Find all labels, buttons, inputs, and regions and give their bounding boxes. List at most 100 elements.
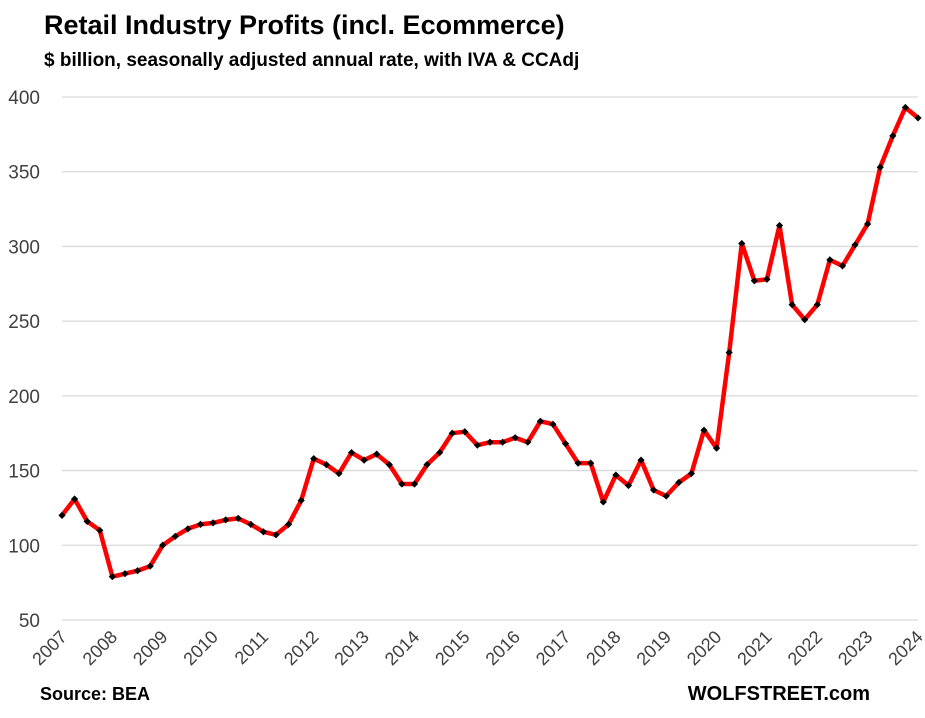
x-axis-tick-labels: 2007 2008 2009 2010 2011 2012 2013 2014 2015 2016… [28, 627, 925, 669]
y-tick-label: 200 [8, 387, 40, 408]
x-tick-label: 2019 [633, 627, 675, 669]
gridlines [62, 96, 918, 621]
y-axis-tick-labels: 50 100 150 200 250 300 350 400 [8, 88, 40, 632]
data-point [700, 426, 708, 434]
data-point [259, 528, 268, 536]
x-tick-label: 2017 [532, 627, 574, 669]
data-point [675, 478, 683, 487]
x-tick-label: 2009 [129, 627, 171, 669]
y-tick-label: 100 [8, 536, 40, 557]
data-point [599, 498, 607, 506]
x-tick-label: 2014 [381, 627, 423, 669]
x-tick-label: 2018 [582, 627, 624, 669]
data-point [637, 456, 645, 464]
data-point [461, 428, 469, 436]
y-tick-label: 250 [8, 312, 40, 333]
data-point [209, 519, 217, 527]
data-point [486, 438, 494, 446]
data-point [889, 132, 897, 140]
brand-label: WOLFSTREET.com [687, 683, 870, 705]
data-point [121, 570, 129, 578]
y-tick-label: 350 [8, 163, 40, 184]
data-point [838, 262, 847, 270]
data-point [297, 496, 305, 505]
x-tick-label: 2013 [330, 627, 372, 669]
data-point [347, 449, 356, 457]
data-point [536, 417, 544, 425]
data-point [398, 480, 406, 488]
data-point [373, 450, 381, 458]
data-point [687, 469, 696, 478]
data-point [146, 562, 154, 570]
x-tick-label: 2024 [884, 627, 925, 669]
chart-title: Retail Industry Profits (incl. Ecommerce… [44, 10, 565, 40]
data-point [624, 481, 633, 490]
x-tick-label: 2008 [79, 627, 121, 669]
data-point [473, 441, 482, 449]
data-point [498, 438, 507, 446]
data-point [813, 301, 821, 309]
data-point [738, 239, 746, 248]
y-tick-label: 50 [19, 611, 40, 632]
data-point [864, 220, 872, 228]
x-tick-label: 2021 [733, 627, 775, 669]
data-point [788, 301, 796, 309]
series-line [59, 105, 921, 579]
data-point [511, 434, 519, 442]
x-tick-label: 2016 [482, 627, 524, 669]
x-tick-label: 2022 [784, 627, 826, 669]
data-point [662, 492, 670, 500]
data-point [851, 241, 859, 249]
x-tick-label: 2011 [231, 627, 273, 669]
data-point [612, 471, 620, 479]
data-point [247, 520, 255, 528]
y-tick-label: 300 [8, 237, 40, 258]
y-tick-label: 150 [8, 462, 40, 483]
data-point [725, 348, 733, 357]
data-point [436, 449, 444, 457]
source-note: Source: BEA [40, 684, 151, 704]
data-point [763, 275, 771, 283]
data-point [108, 573, 116, 581]
data-point [96, 526, 104, 534]
data-point [914, 114, 922, 122]
y-tick-label: 400 [8, 88, 40, 109]
data-point [196, 520, 205, 528]
data-point [184, 525, 192, 533]
data-point [750, 277, 758, 285]
data-point [335, 469, 343, 478]
data-point [574, 459, 582, 467]
data-point [876, 163, 884, 171]
data-point [322, 460, 330, 469]
data-point [826, 256, 834, 264]
data-point [222, 516, 230, 524]
data-point [70, 495, 79, 503]
data-point [284, 520, 293, 528]
x-tick-label: 2015 [431, 627, 473, 669]
data-point [360, 456, 368, 464]
data-point [159, 541, 167, 549]
data-point [561, 440, 570, 448]
data-point [272, 531, 280, 539]
x-tick-label: 2012 [280, 627, 322, 669]
data-point [310, 455, 318, 463]
data-point [901, 103, 910, 112]
data-point [775, 221, 784, 230]
data-point [801, 316, 809, 324]
data-point [58, 511, 66, 519]
data-point [587, 459, 595, 467]
x-tick-label: 2010 [179, 627, 221, 669]
data-point [234, 514, 242, 522]
x-tick-label: 2023 [834, 627, 876, 669]
data-point [385, 460, 393, 469]
data-point [83, 517, 91, 525]
chart-subtitle: $ billion, seasonally adjusted annual ra… [44, 50, 580, 71]
data-point [524, 438, 532, 446]
data-point [650, 486, 658, 494]
data-point [448, 429, 456, 437]
data-point [712, 444, 721, 452]
data-point [549, 420, 557, 428]
data-point [133, 567, 142, 575]
data-point [410, 480, 419, 488]
